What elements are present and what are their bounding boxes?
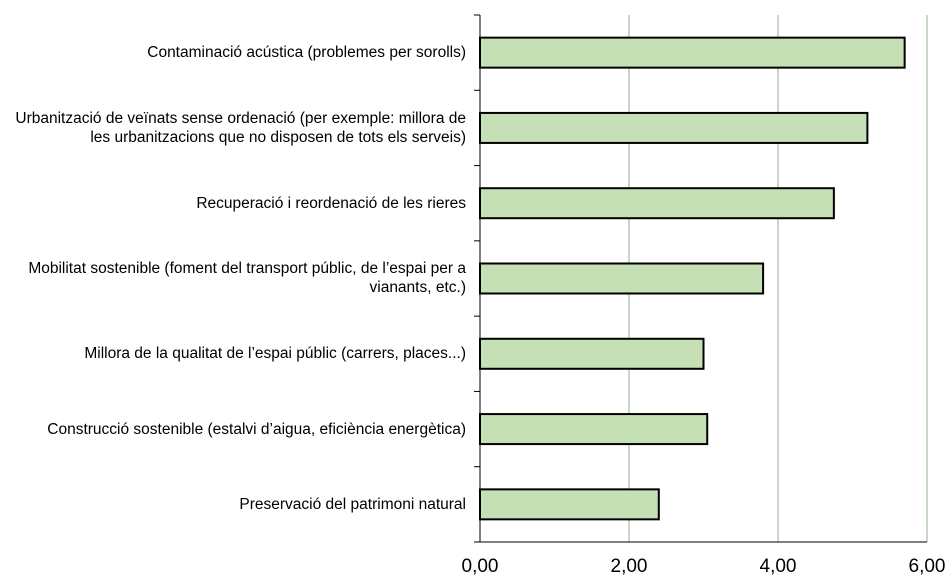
bar [479,488,660,521]
y-tick-label: Contaminació acústica (problemes per sor… [147,44,466,62]
bar [479,36,906,69]
y-tick-label: Construcció sostenible (estalvi d’aigua,… [47,420,466,438]
y-tick-label: Recuperació i reordenació de les rieres [196,194,466,212]
x-tick-label: 0,00 [462,556,499,577]
bar [479,111,869,144]
bar [479,337,705,370]
x-tick-label: 4,00 [760,556,797,577]
bar [479,262,765,295]
y-tick-label: Mobilitat sostenible (foment del transpo… [28,260,466,297]
y-tick-label: Preservació del patrimoni natural [239,495,466,513]
y-tick-label: Urbanització de veïnats sense ordenació … [15,109,466,146]
x-tick-label: 6,00 [909,556,946,577]
bar [479,187,835,220]
bar [479,413,709,446]
y-tick-label: Millora de la qualitat de l’espai públic… [84,345,466,363]
x-tick-label: 2,00 [611,556,648,577]
